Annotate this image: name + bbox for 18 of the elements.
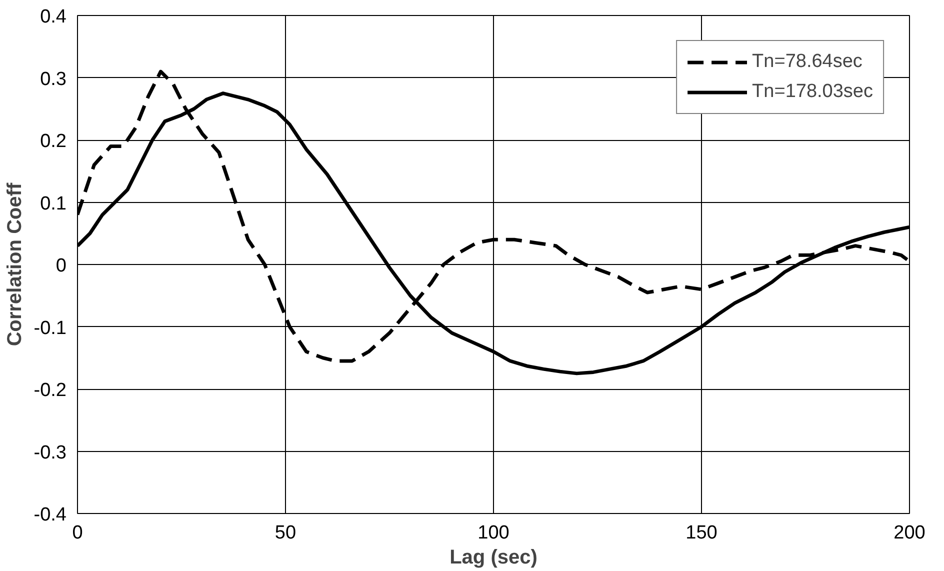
y-tick-label: 0.4 [40, 6, 67, 28]
y-axis-title: Correlation Coeff [4, 182, 26, 346]
x-tick-label: 50 [274, 522, 296, 544]
y-tick-label: -0.2 [34, 380, 67, 401]
x-tick-label: 150 [686, 522, 718, 544]
legend-label: Tn=78.64sec [752, 51, 862, 73]
legend-label: Tn=178.03sec [752, 81, 873, 103]
y-tick-label: 0.3 [40, 68, 67, 90]
y-tick-label: 0 [56, 256, 67, 276]
x-tick-label: 100 [478, 522, 510, 544]
y-tick-label: 0.1 [40, 193, 67, 214]
x-tick-label: 200 [894, 522, 926, 544]
y-tick-label: 0.2 [40, 131, 67, 152]
y-tick-label: -0.3 [34, 442, 67, 464]
y-tick-label: -0.1 [34, 318, 67, 339]
y-tick-label: -0.4 [34, 504, 67, 526]
x-tick-label: 0 [72, 522, 83, 544]
x-axis-title: Lag (sec) [450, 546, 538, 568]
